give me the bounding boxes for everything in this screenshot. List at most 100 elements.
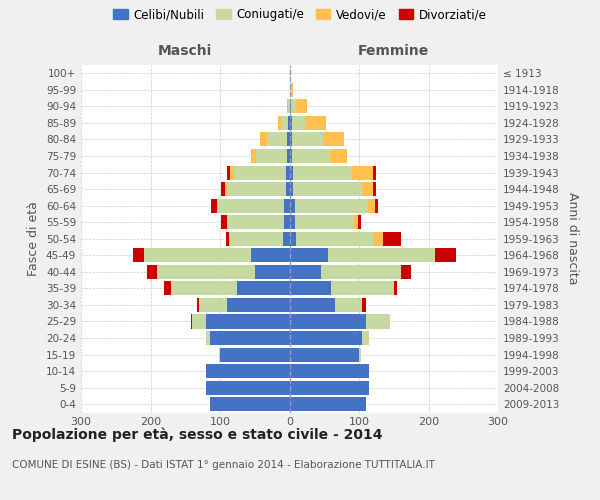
- Legend: Celibi/Nubili, Coniugati/e, Vedovi/e, Divorziati/e: Celibi/Nubili, Coniugati/e, Vedovi/e, Di…: [109, 4, 491, 26]
- Bar: [436, 248, 457, 262]
- Bar: [394, 282, 397, 296]
- Bar: [328, 248, 436, 262]
- Bar: [366, 314, 390, 328]
- Bar: [290, 282, 331, 296]
- Bar: [293, 182, 362, 196]
- Bar: [133, 248, 143, 262]
- Bar: [290, 166, 293, 179]
- Bar: [230, 232, 283, 246]
- Bar: [290, 182, 293, 196]
- Bar: [290, 232, 296, 246]
- Bar: [227, 182, 286, 196]
- Bar: [352, 166, 373, 179]
- Bar: [227, 298, 290, 312]
- Bar: [292, 132, 323, 146]
- Bar: [286, 182, 290, 196]
- Bar: [290, 215, 295, 229]
- Bar: [256, 149, 287, 163]
- Bar: [290, 314, 366, 328]
- Bar: [290, 298, 335, 312]
- Bar: [290, 116, 292, 130]
- Bar: [197, 298, 199, 312]
- Bar: [226, 232, 229, 246]
- Bar: [288, 100, 290, 114]
- Bar: [147, 265, 157, 279]
- Bar: [206, 364, 290, 378]
- Bar: [373, 166, 376, 179]
- Bar: [359, 348, 361, 362]
- Y-axis label: Fasce di età: Fasce di età: [28, 202, 40, 276]
- Bar: [234, 166, 286, 179]
- Bar: [358, 215, 361, 229]
- Bar: [292, 149, 330, 163]
- Bar: [251, 149, 256, 163]
- Bar: [206, 331, 209, 345]
- Bar: [255, 265, 290, 279]
- Bar: [368, 198, 375, 212]
- Bar: [143, 248, 251, 262]
- Bar: [172, 282, 238, 296]
- Bar: [229, 232, 230, 246]
- Bar: [290, 83, 291, 97]
- Text: Maschi: Maschi: [158, 44, 212, 58]
- Bar: [330, 149, 347, 163]
- Bar: [290, 364, 370, 378]
- Bar: [290, 132, 292, 146]
- Bar: [292, 116, 305, 130]
- Bar: [287, 149, 290, 163]
- Bar: [221, 182, 225, 196]
- Bar: [291, 100, 296, 114]
- Y-axis label: Anni di nascita: Anni di nascita: [566, 192, 579, 285]
- Bar: [362, 331, 370, 345]
- Bar: [323, 132, 344, 146]
- Bar: [199, 298, 227, 312]
- Bar: [164, 282, 172, 296]
- Bar: [230, 166, 234, 179]
- Bar: [288, 116, 290, 130]
- Bar: [211, 198, 217, 212]
- Bar: [335, 298, 362, 312]
- Bar: [284, 198, 290, 212]
- Bar: [218, 348, 220, 362]
- Bar: [283, 232, 290, 246]
- Bar: [321, 265, 401, 279]
- Bar: [291, 83, 293, 97]
- Bar: [260, 132, 266, 146]
- Bar: [290, 100, 291, 114]
- Bar: [362, 182, 373, 196]
- Bar: [287, 100, 288, 114]
- Bar: [290, 348, 359, 362]
- Bar: [290, 198, 295, 212]
- Bar: [225, 182, 227, 196]
- Bar: [383, 232, 401, 246]
- Bar: [373, 182, 376, 196]
- Bar: [284, 215, 290, 229]
- Bar: [331, 282, 394, 296]
- Bar: [206, 314, 290, 328]
- Bar: [290, 66, 291, 80]
- Bar: [266, 132, 287, 146]
- Bar: [373, 232, 383, 246]
- Bar: [290, 265, 321, 279]
- Text: Femmine: Femmine: [358, 44, 430, 58]
- Bar: [293, 166, 352, 179]
- Bar: [295, 215, 354, 229]
- Bar: [157, 265, 255, 279]
- Bar: [296, 232, 373, 246]
- Bar: [220, 348, 290, 362]
- Bar: [206, 380, 290, 394]
- Bar: [227, 215, 229, 229]
- Bar: [229, 215, 284, 229]
- Bar: [290, 331, 362, 345]
- Bar: [354, 215, 358, 229]
- Bar: [287, 132, 290, 146]
- Bar: [290, 397, 366, 411]
- Bar: [290, 380, 370, 394]
- Bar: [375, 198, 379, 212]
- Bar: [209, 331, 290, 345]
- Bar: [281, 116, 288, 130]
- Bar: [218, 198, 284, 212]
- Bar: [209, 397, 290, 411]
- Bar: [278, 116, 281, 130]
- Bar: [401, 265, 411, 279]
